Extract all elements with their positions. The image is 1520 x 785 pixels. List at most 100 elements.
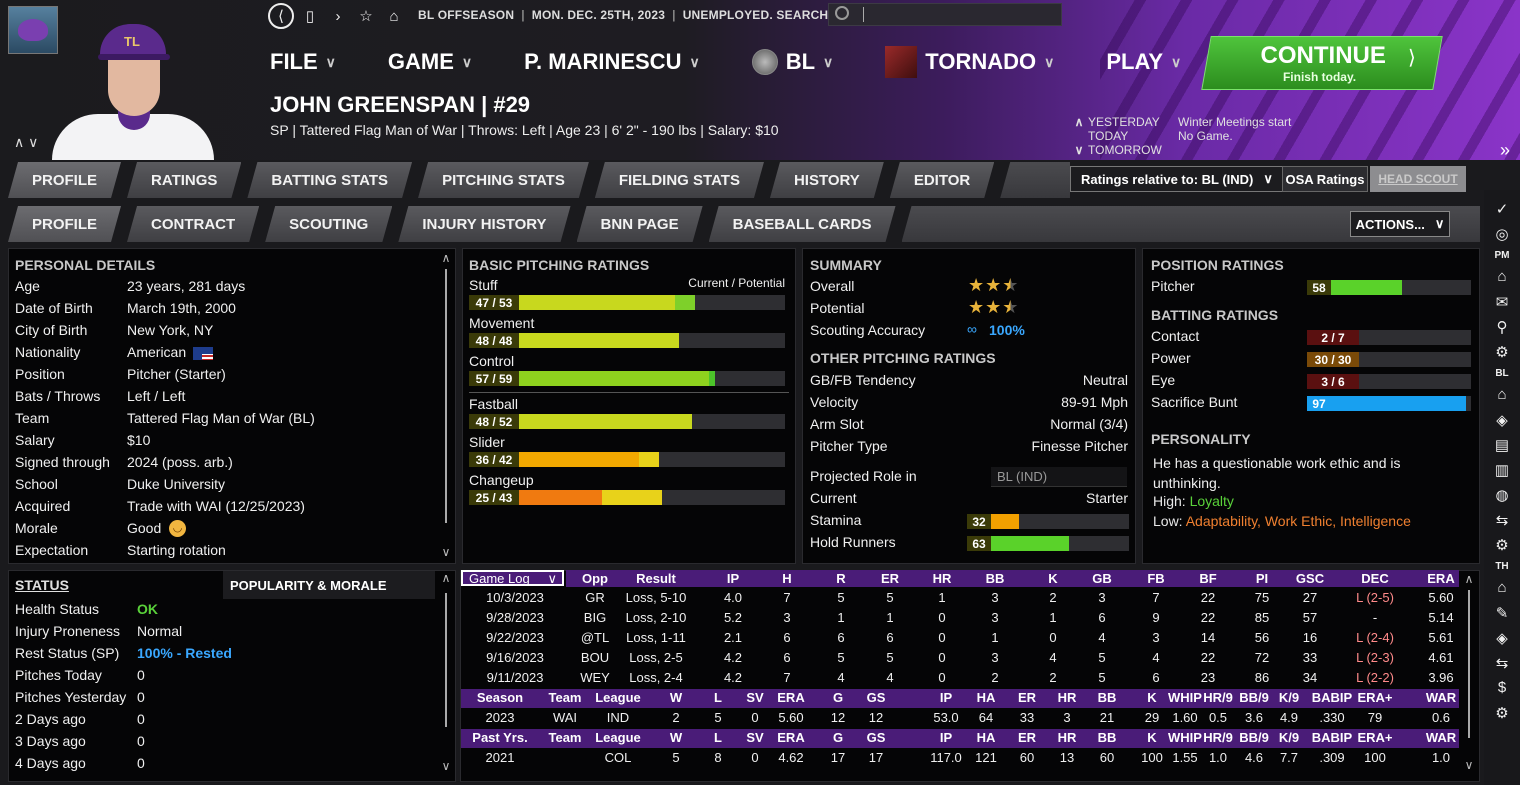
subtab-scouting[interactable]: SCOUTING xyxy=(265,206,392,242)
panel-title[interactable]: STATUS xyxy=(15,577,69,593)
sidebar-bl-label: BL xyxy=(1495,367,1509,379)
tab-editor[interactable]: EDITOR xyxy=(890,162,994,198)
pitch-rating-bar: 48 / 48 xyxy=(469,333,785,348)
home-icon[interactable]: ⌂ xyxy=(1497,579,1507,596)
status-value: 100% - Rested xyxy=(137,645,232,661)
scrollbar[interactable] xyxy=(445,269,447,523)
detail-row: Expectation Starting rotation xyxy=(15,542,435,562)
menu-game[interactable]: GAME ∨ xyxy=(388,49,472,75)
status-job[interactable]: UNEMPLOYED. SEARCH JOBS... xyxy=(682,8,876,22)
pitch-rating-label: Control xyxy=(469,353,515,369)
check-icon[interactable]: ✓ xyxy=(1495,200,1509,218)
detail-value: Duke University xyxy=(127,476,226,492)
menu-league[interactable]: BL ∨ xyxy=(751,49,833,75)
scroll-down-icon[interactable]: ∨ xyxy=(441,545,451,559)
pitch-rating-label: Stuff xyxy=(469,277,498,293)
gear-icon[interactable]: ⚙ xyxy=(1495,704,1509,722)
projected-role-select[interactable]: BL (IND) xyxy=(991,467,1127,487)
news-icon[interactable]: ▤ xyxy=(1494,436,1510,454)
subtab-profile[interactable]: PROFILE xyxy=(8,206,121,242)
stamina-bar: 32 xyxy=(967,514,1129,529)
pitch-rating-bar: 25 / 43 xyxy=(469,490,785,505)
subtab-baseball-cards[interactable]: BASEBALL CARDS xyxy=(709,206,896,242)
low-value: Adaptability, Work Ethic, Intelligence xyxy=(1185,513,1411,529)
scrollbar[interactable] xyxy=(445,593,447,727)
tab-profile[interactable]: PROFILE xyxy=(8,162,121,198)
tab-fielding-stats[interactable]: FIELDING STATS xyxy=(595,162,764,198)
forward-icon[interactable]: › xyxy=(335,7,341,25)
continue-button[interactable]: CONTINUE Finish today. ⟩ xyxy=(1201,36,1443,90)
subtab-bnn-page[interactable]: BNN PAGE xyxy=(577,206,703,242)
detail-label: School xyxy=(15,476,58,492)
search-icon[interactable]: ⚲ xyxy=(1496,318,1508,336)
transfer-icon[interactable]: ⇆ xyxy=(1495,511,1509,529)
dollar-icon[interactable]: $ xyxy=(1497,679,1507,696)
home-icon[interactable]: ⌂ xyxy=(1497,386,1507,403)
star-icon[interactable]: ☆ xyxy=(359,8,373,25)
team-logo-icon xyxy=(885,46,918,78)
scrollbar[interactable] xyxy=(1468,590,1470,738)
subtab-injury-history[interactable]: INJURY HISTORY xyxy=(398,206,570,242)
day-yesterday[interactable]: ∧ YESTERDAY Winter Meetings start xyxy=(1070,115,1292,129)
page-icon[interactable]: ▯ xyxy=(305,8,315,25)
detail-label: Nationality xyxy=(15,344,81,360)
home-icon[interactable]: ⌂ xyxy=(389,7,399,25)
game-log-select[interactable]: Game Log ∨ xyxy=(461,570,564,586)
star-icon: ★ xyxy=(985,275,1003,295)
main-tabs: PROFILE RATINGS BATTING STATS PITCHING S… xyxy=(8,162,1070,198)
day-tomorrow[interactable]: ∨ TOMORROW xyxy=(1070,143,1291,157)
roster-icon[interactable]: ✎ xyxy=(1495,604,1509,622)
menu-manager[interactable]: P. MARINESCU ∨ xyxy=(524,49,700,75)
chart-icon[interactable]: ▥ xyxy=(1494,461,1510,479)
popularity-morale-tab[interactable]: POPULARITY & MORALE xyxy=(223,571,435,599)
scroll-up-icon[interactable]: ∧ xyxy=(441,251,451,265)
search-input[interactable] xyxy=(828,3,1062,26)
subtab-contract[interactable]: CONTRACT xyxy=(127,206,259,242)
globe-icon[interactable]: ◎ xyxy=(1495,225,1509,243)
tab-ratings[interactable]: RATINGS xyxy=(127,162,241,198)
mail-icon[interactable]: ✉ xyxy=(1495,293,1509,311)
low-label: Low: xyxy=(1153,513,1183,529)
diamond-icon[interactable]: ◈ xyxy=(1496,411,1508,429)
back-icon[interactable]: ⟨ xyxy=(268,3,294,29)
osa-ratings-button[interactable]: OSA Ratings xyxy=(1282,166,1368,192)
head-scout-button[interactable]: HEAD SCOUT xyxy=(1370,166,1466,192)
scroll-down-icon[interactable]: ∨ xyxy=(1464,758,1474,772)
menu-team[interactable]: TORNADO ∨ xyxy=(885,46,1054,78)
chevron-down-icon: ∨ xyxy=(1044,53,1055,70)
team-logo[interactable] xyxy=(8,6,58,54)
rating-value: 25 / 43 xyxy=(469,490,519,505)
pitch-rating-bar: 36 / 42 xyxy=(469,452,785,467)
ratings-relative-select[interactable]: Ratings relative to: BL (IND) ∨ xyxy=(1070,166,1284,192)
gear-icon[interactable]: ⚙ xyxy=(1495,536,1509,554)
menu-play-label: PLAY xyxy=(1106,49,1164,74)
attr-value: Neutral xyxy=(1082,372,1128,388)
batting-rating-bar: 30 / 30 xyxy=(1307,352,1471,367)
home-icon[interactable]: ⌂ xyxy=(1497,268,1507,285)
transfer-icon[interactable]: ⇆ xyxy=(1495,654,1509,672)
scroll-up-icon[interactable]: ∧ xyxy=(441,571,451,585)
detail-row: Age 23 years, 281 days xyxy=(15,278,435,298)
player-nav-arrows[interactable]: ∧ ∨ xyxy=(14,134,39,150)
detail-value[interactable]: Trade with WAI (12/25/2023) xyxy=(127,498,305,514)
pitching-attr-row: Velocity 89-91 Mph xyxy=(810,394,1128,414)
actions-button[interactable]: ACTIONS... ∨ xyxy=(1350,211,1450,237)
status-label: 3 Days ago xyxy=(15,733,86,749)
pitch-rating-bar: 57 / 59 xyxy=(469,371,785,386)
scroll-up-icon[interactable]: ∧ xyxy=(1464,572,1474,586)
gear-icon[interactable]: ⚙ xyxy=(1495,343,1509,361)
status-line: BL OFFSEASON | MON. DEC. 25TH, 2023 | UNEM… xyxy=(418,8,876,22)
expand-sidebar-icon[interactable]: » xyxy=(1499,140,1510,160)
scroll-down-icon[interactable]: ∨ xyxy=(441,759,451,773)
diamond-icon[interactable]: ◈ xyxy=(1496,629,1508,647)
baseball-icon[interactable]: ◍ xyxy=(1495,486,1509,504)
tab-pitching-stats[interactable]: PITCHING STATS xyxy=(418,162,589,198)
menu-play[interactable]: PLAY ∨ xyxy=(1106,49,1181,75)
menu-file[interactable]: FILE ∨ xyxy=(270,49,336,75)
batting-rating-label: Power xyxy=(1151,350,1191,366)
tab-batting-stats[interactable]: BATTING STATS xyxy=(247,162,412,198)
status-label: 4 Days ago xyxy=(15,755,86,771)
detail-row: Position Pitcher (Starter) xyxy=(15,366,435,386)
tab-history[interactable]: HISTORY xyxy=(770,162,884,198)
detail-value[interactable]: Tattered Flag Man of War (BL) xyxy=(127,410,315,426)
